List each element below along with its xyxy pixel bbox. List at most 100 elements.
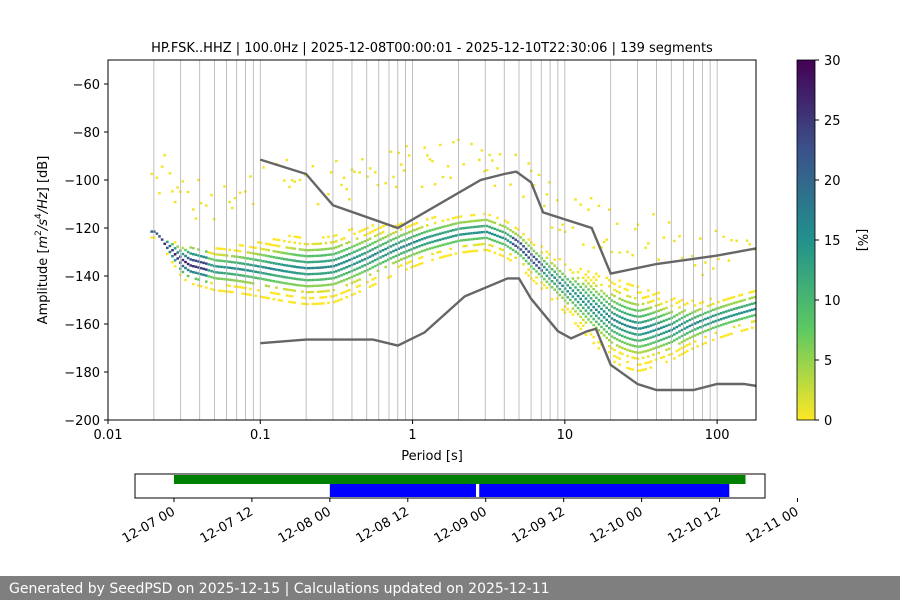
- heatmap-cell: [306, 261, 309, 264]
- y-axis-ticks: −60−80−100−120−140−160−180−200: [64, 78, 108, 429]
- heatmap-cell: [553, 282, 556, 285]
- heatmap-cell: [615, 302, 619, 305]
- heatmap-cell: [397, 259, 400, 262]
- heatmap-cell: [327, 301, 330, 304]
- heatmap-cell: [215, 277, 218, 280]
- heatmap-cell: [488, 243, 491, 247]
- heatmap-cell: [215, 265, 218, 268]
- heatmap-cell: [610, 323, 614, 326]
- heatmap-cell: [249, 263, 252, 267]
- heatmap-cell: [433, 245, 437, 249]
- heatmap-cell: [639, 327, 642, 330]
- colorbar-label: [%]: [854, 229, 869, 252]
- heatmap-cell: [537, 260, 541, 264]
- heatmap-cell: [706, 328, 710, 332]
- heatmap-cell: [257, 241, 260, 244]
- heatmap-cell: [329, 283, 333, 286]
- heatmap-cell: [654, 322, 658, 325]
- heatmap-cell: [654, 358, 658, 361]
- heatmap-cell: [423, 249, 426, 252]
- heatmap-cell: [615, 338, 619, 341]
- heatmap-cell: [233, 261, 237, 264]
- heatmap-cell: [192, 208, 195, 211]
- heatmap-cell: [641, 302, 645, 306]
- heatmap-cell: [714, 307, 718, 311]
- heatmap-cell: [748, 291, 751, 294]
- heatmap-cell: [576, 270, 580, 274]
- heatmap-cell: [202, 267, 205, 271]
- heatmap-cell: [337, 281, 341, 284]
- heatmap-cell: [496, 216, 499, 220]
- heatmap-cell: [696, 345, 699, 348]
- heatmap-cell: [166, 240, 169, 244]
- heatmap-cell: [574, 292, 577, 295]
- heatmap-cell: [444, 225, 447, 228]
- heatmap-cell: [738, 300, 741, 303]
- heatmap-cell: [488, 249, 491, 253]
- heatmap-cell: [706, 310, 710, 314]
- heatmap-cell: [332, 246, 335, 250]
- heatmap-cell: [662, 337, 666, 341]
- heatmap-cell: [571, 271, 575, 274]
- heatmap-cell: [361, 271, 364, 274]
- heatmap-cell: [361, 247, 364, 250]
- heatmap-cell: [353, 268, 356, 272]
- heatmap-cell: [381, 225, 385, 228]
- heatmap-cell: [332, 258, 335, 262]
- heatmap-cell: [509, 229, 512, 232]
- heatmap-cell: [410, 224, 413, 227]
- heatmap-cell: [608, 208, 611, 211]
- heatmap-cell: [426, 248, 429, 251]
- heatmap-cell: [267, 243, 270, 246]
- heatmap-cell: [353, 274, 356, 278]
- heatmap-cell: [439, 238, 442, 241]
- heatmap-cell: [275, 244, 278, 247]
- heatmap-cell: [459, 233, 463, 236]
- heatmap-cell: [301, 266, 304, 269]
- heatmap-cell: [478, 158, 481, 162]
- heatmap-cell: [506, 227, 510, 230]
- heatmap-cell: [459, 227, 463, 230]
- heatmap-cell: [233, 285, 237, 288]
- heatmap-cell: [394, 260, 398, 264]
- heatmap-cell: [545, 256, 549, 259]
- heatmap-cell: [514, 232, 517, 235]
- heatmap-cell: [657, 258, 660, 261]
- heatmap-cell: [446, 224, 450, 227]
- heatmap-cell: [405, 145, 408, 148]
- heatmap-cell: [418, 263, 421, 266]
- heatmap-cell: [332, 270, 335, 274]
- heatmap-cell: [727, 303, 731, 306]
- colorbar-tick-label: 10: [824, 294, 841, 309]
- heatmap-cell: [277, 292, 281, 296]
- heatmap-cell: [475, 219, 478, 222]
- heatmap-cell: [639, 363, 642, 366]
- heatmap-cell: [605, 276, 608, 280]
- heatmap-cell: [368, 231, 372, 234]
- heatmap-cell: [574, 286, 577, 289]
- heatmap-cell: [423, 231, 426, 234]
- heatmap-cell: [602, 304, 606, 307]
- heatmap-cell: [241, 286, 244, 289]
- heatmap-cell: [472, 225, 476, 229]
- heatmap-cell: [608, 321, 611, 324]
- heatmap-cell: [342, 291, 346, 294]
- heatmap-cell: [574, 304, 577, 307]
- heatmap-cell: [634, 309, 637, 312]
- heatmap-cell: [246, 275, 250, 278]
- heatmap-cell: [311, 165, 315, 168]
- heatmap-cell: [608, 303, 611, 306]
- heatmap-cell: [618, 321, 621, 324]
- heatmap-cell: [311, 278, 315, 282]
- heatmap-cell: [301, 284, 304, 287]
- heatmap-cell: [748, 243, 751, 246]
- heatmap-cell: [420, 262, 424, 265]
- heatmap-cell: [675, 331, 679, 335]
- heatmap-cell: [262, 260, 265, 263]
- heatmap-cell: [537, 266, 541, 270]
- heatmap-cell: [301, 278, 304, 281]
- heatmap-cell: [618, 339, 621, 342]
- heatmap-cell: [210, 269, 213, 273]
- heatmap-cell: [480, 225, 484, 228]
- heatmap-cell: [272, 256, 276, 259]
